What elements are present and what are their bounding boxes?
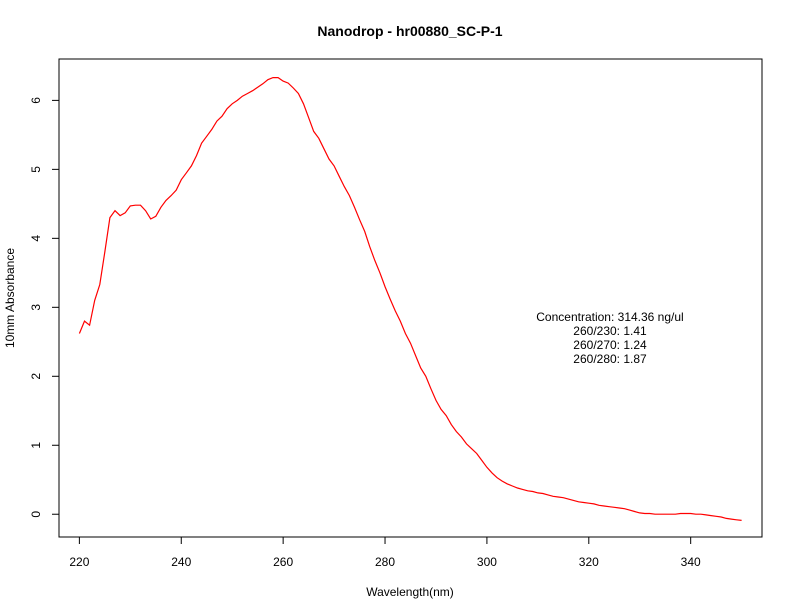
x-tick-label: 220 (69, 555, 89, 569)
y-tick-label: 5 (29, 166, 43, 173)
y-tick-label: 2 (29, 373, 43, 380)
plot-frame (58, 58, 763, 538)
y-axis: 0 1 2 3 4 5 6 (29, 97, 60, 518)
stats-annotation: Concentration: 314.36 ng/ul 260/230: 1.4… (536, 310, 683, 366)
y-tick-label: 4 (29, 235, 43, 242)
ratio-260-270-text: 260/270: 1.24 (573, 338, 647, 352)
y-tick-label: 1 (29, 442, 43, 449)
chart-title: Nanodrop - hr00880_SC-P-1 (317, 23, 502, 39)
x-tick-label: 280 (375, 555, 395, 569)
y-tick-label: 6 (29, 97, 43, 104)
x-tick-label: 260 (273, 555, 293, 569)
series-layer (78, 76, 742, 521)
x-tick-label: 340 (681, 555, 701, 569)
x-tick-label: 320 (579, 555, 599, 569)
x-tick-label: 240 (171, 555, 191, 569)
x-axis-label: Wavelength(nm) (366, 585, 454, 599)
ratio-260-280-text: 260/280: 1.87 (573, 352, 647, 366)
absorbance-series-line (78, 76, 742, 521)
y-tick-label: 0 (29, 511, 43, 518)
y-axis-label: 10mm Absorbance (3, 248, 17, 348)
concentration-text: Concentration: 314.36 ng/ul (536, 310, 683, 324)
y-tick-label: 3 (29, 304, 43, 311)
x-axis: 220 240 260 280 300 320 340 (69, 536, 701, 569)
x-tick-label: 300 (477, 555, 497, 569)
ratio-260-230-text: 260/230: 1.41 (573, 324, 647, 338)
